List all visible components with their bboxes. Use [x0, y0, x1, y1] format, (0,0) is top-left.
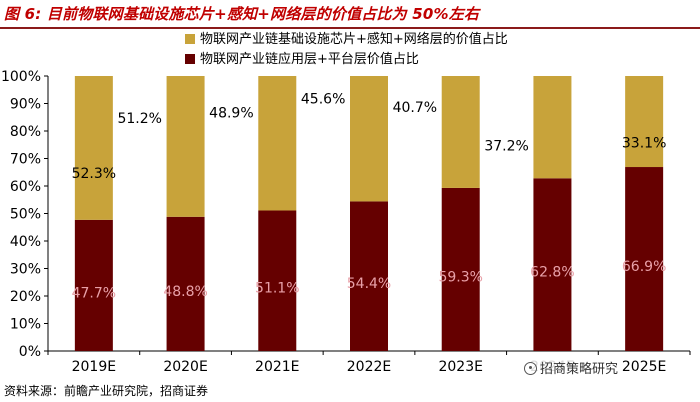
bar-top — [258, 76, 297, 211]
x-tick-label: 2023E — [438, 359, 482, 375]
y-tick-label: 60% — [10, 179, 41, 195]
bar-layer — [74, 76, 664, 351]
legend-swatch — [185, 34, 195, 44]
figure-title: 图 6: 目前物联网基础设施芯片+感知+网络层的价值占比为 50%左右 — [4, 5, 480, 23]
axis-layer: 0% 10% 20% 30% 40% 50% 60% 70% 80% 90% 100% — [1, 69, 691, 360]
bar-bottom — [625, 167, 664, 351]
legend-layer: 物联网产业链基础设施芯片+感知+网络层的价值占比物联网产业链应用层+平台层价值占… — [185, 31, 508, 67]
data-label-top: 40.7% — [393, 100, 437, 116]
bar-top — [350, 76, 388, 202]
watermark-text: 招商策略研究 — [540, 362, 619, 377]
y-tick-label: 90% — [10, 97, 41, 113]
x-tick-label: 2021E — [255, 359, 299, 375]
data-label-bottom: 47.7% — [72, 285, 116, 301]
y-tick-label: 50% — [10, 207, 41, 223]
bar-top — [441, 76, 480, 188]
x-tick-label: 2022E — [347, 359, 391, 375]
watermark: 招商策略研究 — [522, 358, 621, 377]
y-tick-label: 70% — [10, 152, 41, 168]
bar-bottom — [166, 216, 205, 351]
data-label-top: 51.2% — [117, 111, 161, 127]
y-tick-label: 100% — [1, 69, 41, 85]
x-tick-label: 2020E — [163, 359, 207, 375]
y-tick-label: 30% — [10, 262, 41, 278]
bar-bottom — [441, 187, 480, 351]
bar-top — [533, 76, 572, 179]
x-tick-label: 2019E — [72, 359, 116, 375]
title-underline — [0, 27, 700, 29]
data-label-bottom: 51.1% — [255, 281, 299, 297]
legend-label: 物联网产业链基础设施芯片+感知+网络层的价值占比 — [200, 31, 508, 47]
bar-bottom — [258, 210, 297, 351]
legend-swatch — [185, 54, 195, 64]
y-tick-label: 10% — [10, 317, 41, 333]
data-label-top: 33.1% — [622, 136, 666, 152]
source-note: 资料来源：前瞻产业研究院，招商证券 — [4, 384, 209, 398]
bar-top — [625, 76, 664, 168]
y-tick-label: 0% — [19, 344, 41, 360]
bar-bottom — [74, 219, 113, 351]
data-label-bottom: 48.8% — [163, 284, 207, 300]
title-bar: 图 6: 目前物联网基础设施芯片+感知+网络层的价值占比为 50%左右 — [0, 0, 700, 28]
data-label-bottom: 62.8% — [530, 265, 574, 281]
y-tick-label: 40% — [10, 234, 41, 250]
y-tick-label: 20% — [10, 289, 41, 305]
data-label-top: 45.6% — [301, 92, 345, 108]
data-label-top: 52.3% — [72, 166, 116, 182]
wechat-icon — [524, 362, 537, 375]
bar-bottom — [533, 178, 572, 351]
bar-bottom — [350, 201, 388, 351]
data-label-bottom: 66.9% — [622, 259, 666, 275]
data-label-top: 37.2% — [484, 138, 528, 154]
x-tick-label: 2025E — [622, 359, 666, 375]
bar-top — [166, 76, 205, 217]
data-label-top: 48.9% — [209, 105, 253, 121]
y-tick-label: 80% — [10, 124, 41, 140]
bar-top — [74, 76, 113, 220]
data-label-bottom: 54.4% — [347, 276, 391, 292]
data-label-bottom: 59.3% — [438, 269, 482, 285]
legend-label: 物联网产业链应用层+平台层价值占比 — [200, 51, 419, 67]
